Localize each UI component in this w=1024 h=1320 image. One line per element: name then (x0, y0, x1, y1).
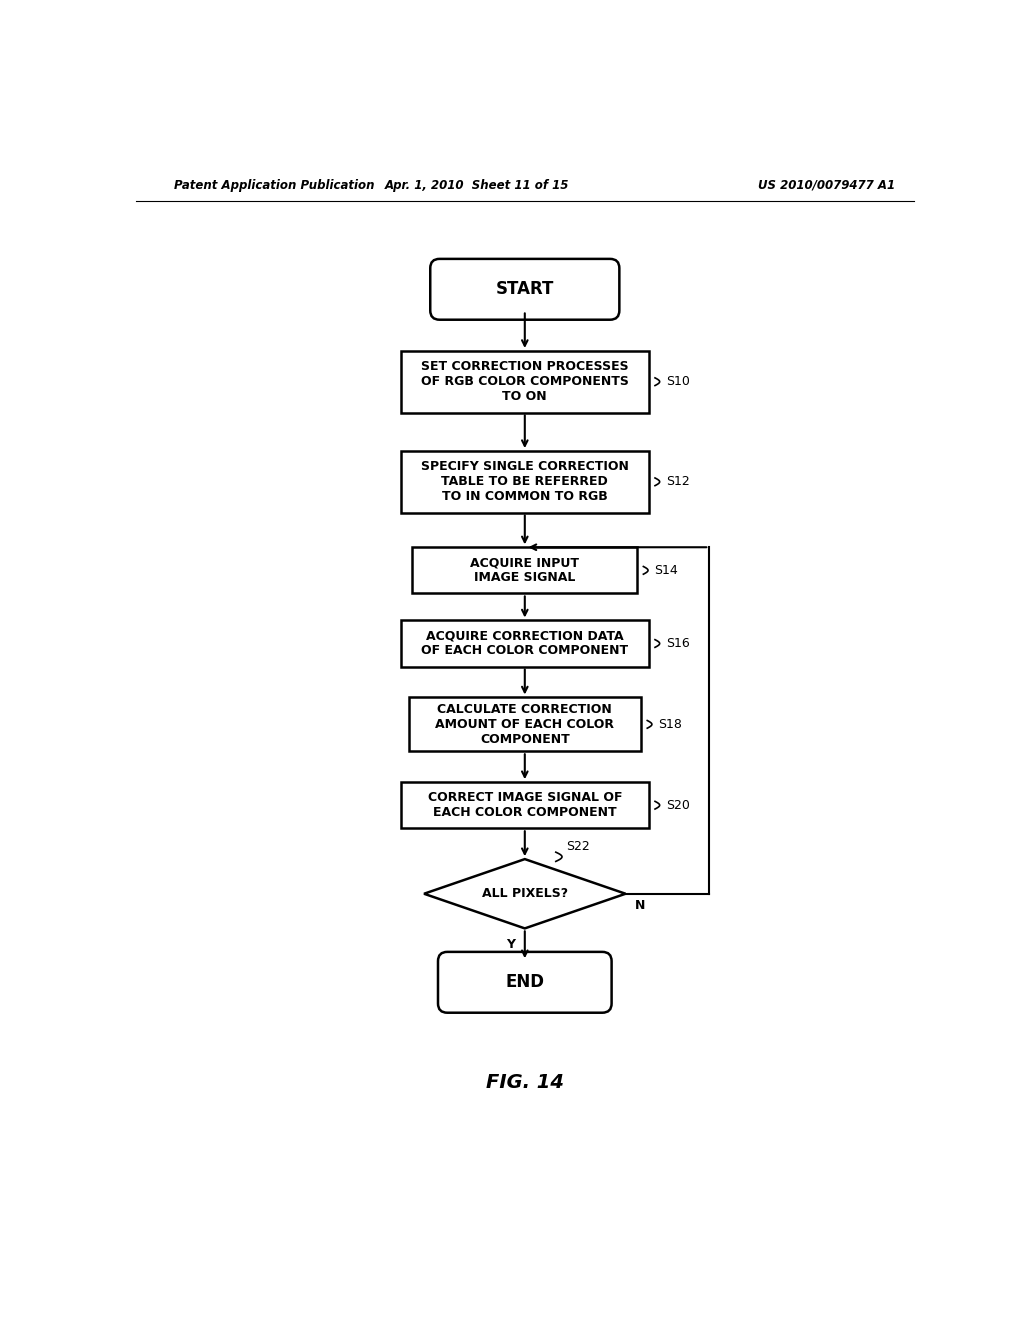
Bar (400, 781, 649, 829)
FancyBboxPatch shape (430, 259, 620, 319)
Text: CALCULATE CORRECTION
AMOUNT OF EACH COLOR
COMPONENT: CALCULATE CORRECTION AMOUNT OF EACH COLO… (435, 702, 614, 746)
Text: Apr. 1, 2010  Sheet 11 of 15: Apr. 1, 2010 Sheet 11 of 15 (385, 178, 569, 191)
Text: Patent Application Publication: Patent Application Publication (174, 178, 375, 191)
Text: S20: S20 (666, 799, 690, 812)
Text: S22: S22 (566, 840, 590, 853)
FancyBboxPatch shape (438, 952, 611, 1012)
Bar (400, 351, 649, 413)
Text: S16: S16 (666, 638, 689, 649)
Text: ACQUIRE INPUT
IMAGE SIGNAL: ACQUIRE INPUT IMAGE SIGNAL (470, 556, 580, 585)
Text: SPECIFY SINGLE CORRECTION
TABLE TO BE REFERRED
TO IN COMMON TO RGB: SPECIFY SINGLE CORRECTION TABLE TO BE RE… (421, 461, 629, 503)
Text: FIG. 14: FIG. 14 (485, 1073, 564, 1092)
Text: S18: S18 (658, 718, 682, 731)
Text: START: START (496, 280, 554, 298)
Text: ALL PIXELS?: ALL PIXELS? (481, 887, 568, 900)
Text: N: N (635, 899, 645, 912)
Text: Y: Y (506, 937, 515, 950)
Text: S10: S10 (666, 375, 690, 388)
Polygon shape (424, 859, 626, 928)
Bar (413, 548, 637, 594)
Text: S14: S14 (654, 564, 678, 577)
Text: S12: S12 (666, 475, 689, 488)
Text: CORRECT IMAGE SIGNAL OF
EACH COLOR COMPONENT: CORRECT IMAGE SIGNAL OF EACH COLOR COMPO… (428, 791, 622, 820)
Text: US 2010/0079477 A1: US 2010/0079477 A1 (758, 178, 895, 191)
Text: SET CORRECTION PROCESSES
OF RGB COLOR COMPONENTS
TO ON: SET CORRECTION PROCESSES OF RGB COLOR CO… (421, 360, 629, 403)
Text: END: END (505, 973, 545, 991)
Bar (400, 620, 649, 667)
Text: ACQUIRE CORRECTION DATA
OF EACH COLOR COMPONENT: ACQUIRE CORRECTION DATA OF EACH COLOR CO… (421, 630, 629, 657)
Bar (400, 451, 649, 512)
Bar (409, 697, 641, 751)
